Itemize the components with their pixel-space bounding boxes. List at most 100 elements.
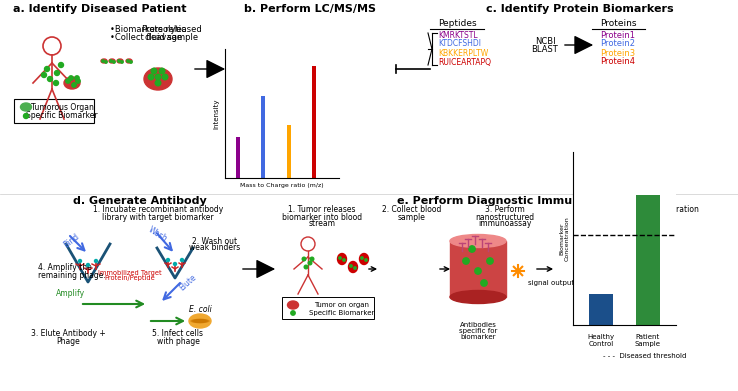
Text: - - -  Diseased threshold: - - - Diseased threshold [603,353,686,359]
Text: Wash: Wash [147,225,169,243]
Circle shape [151,68,156,74]
Bar [287,125,291,178]
Text: with phage: with phage [156,337,199,346]
Ellipse shape [450,291,506,303]
Circle shape [480,280,487,286]
Bar [312,66,316,178]
Circle shape [487,258,493,264]
Circle shape [159,68,165,74]
Text: b. Perform LC/MS/MS: b. Perform LC/MS/MS [244,4,376,14]
Text: sample: sample [398,212,426,221]
Text: nanostructured: nanostructured [475,212,534,221]
Text: RUICEARTAPQ: RUICEARTAPQ [438,57,491,66]
Circle shape [181,258,184,262]
Circle shape [302,257,306,261]
Circle shape [66,79,70,83]
Text: Elute: Elute [178,273,199,293]
Text: 2. Collect blood: 2. Collect blood [382,206,441,215]
Ellipse shape [21,103,32,111]
Circle shape [118,60,120,62]
Ellipse shape [109,59,115,63]
Circle shape [361,257,363,259]
Circle shape [308,261,311,265]
Text: library with target biomarker: library with target biomarker [102,212,214,221]
Circle shape [463,258,469,264]
Text: 3. Perform: 3. Perform [485,206,525,215]
Bar [261,96,265,178]
Ellipse shape [144,68,172,90]
Circle shape [475,268,481,274]
Circle shape [76,79,80,83]
Circle shape [86,264,89,267]
Text: KBKKERPLTW: KBKKERPLTW [438,48,489,57]
Text: Proteolytic: Proteolytic [142,25,187,34]
Text: 1. Tumor releases: 1. Tumor releases [289,206,356,215]
Bar [282,297,374,319]
Text: immunoassay: immunoassay [478,219,531,228]
Text: Protein3: Protein3 [601,48,635,57]
Circle shape [113,61,115,63]
Circle shape [24,113,29,118]
Text: weak binders: weak binders [190,244,241,253]
Bar [636,196,660,325]
Text: 3. Elute Antibody +: 3. Elute Antibody + [30,330,106,339]
Bar [450,241,506,297]
Bar [14,99,94,123]
Circle shape [121,61,123,63]
Y-axis label: Intensity: Intensity [213,98,219,129]
Text: Bind: Bind [61,232,80,250]
Text: stream: stream [308,219,336,228]
Circle shape [102,60,104,62]
Ellipse shape [450,235,506,248]
Text: KTDCFSHDI: KTDCFSHDI [438,39,481,48]
Circle shape [469,246,475,252]
Ellipse shape [126,59,132,63]
Circle shape [75,76,79,80]
Circle shape [130,61,132,63]
Text: 5. Infect cells: 5. Infect cells [153,330,204,339]
Y-axis label: Biomarker
Concentration: Biomarker Concentration [559,216,570,261]
Circle shape [110,60,112,62]
Ellipse shape [337,253,347,264]
Text: Protein2: Protein2 [601,39,635,48]
Text: 4. Determine Concentration: 4. Determine Concentration [592,206,698,215]
Text: NCBI: NCBI [535,36,555,45]
Text: signal output: signal output [528,280,574,286]
Text: •Collect fluid sample: •Collect fluid sample [110,32,198,41]
Circle shape [155,74,161,80]
Text: BLAST: BLAST [531,45,559,54]
Circle shape [72,83,76,87]
Ellipse shape [189,314,211,328]
Circle shape [47,77,52,81]
Text: Antibodies: Antibodies [460,322,497,328]
Text: Tumorous Organ: Tumorous Organ [30,102,94,111]
X-axis label: Mass to Charge ratio (m/z): Mass to Charge ratio (m/z) [241,183,324,188]
Text: a. Identify Diseased Patient: a. Identify Diseased Patient [13,4,187,14]
Circle shape [304,265,308,269]
Text: Protein1: Protein1 [601,30,635,39]
Ellipse shape [193,319,207,323]
Circle shape [94,260,97,262]
Text: Protein/Peptide: Protein/Peptide [105,275,156,281]
Circle shape [78,260,81,262]
Text: Protein4: Protein4 [601,57,635,66]
Circle shape [342,259,345,261]
Text: remaining phage.: remaining phage. [38,271,106,280]
Circle shape [167,258,170,262]
Circle shape [162,74,168,80]
Circle shape [58,63,63,68]
Circle shape [155,80,161,86]
Bar [236,137,240,178]
Text: E. coli: E. coli [189,305,211,314]
Text: 2. Wash out: 2. Wash out [193,237,238,246]
Text: 1. Incubate recombinant antibody: 1. Incubate recombinant antibody [93,206,223,215]
Bar [589,294,613,325]
Text: Specific Biomarker: Specific Biomarker [26,111,98,120]
Text: Specific Biomarker: Specific Biomarker [309,310,375,316]
Text: 4. Amplify the: 4. Amplify the [38,264,92,273]
Text: Immobilized Target: Immobilized Target [98,270,162,276]
Text: Phage: Phage [56,337,80,346]
Circle shape [350,265,352,267]
Ellipse shape [64,77,80,89]
Text: biomarker: biomarker [461,334,496,340]
